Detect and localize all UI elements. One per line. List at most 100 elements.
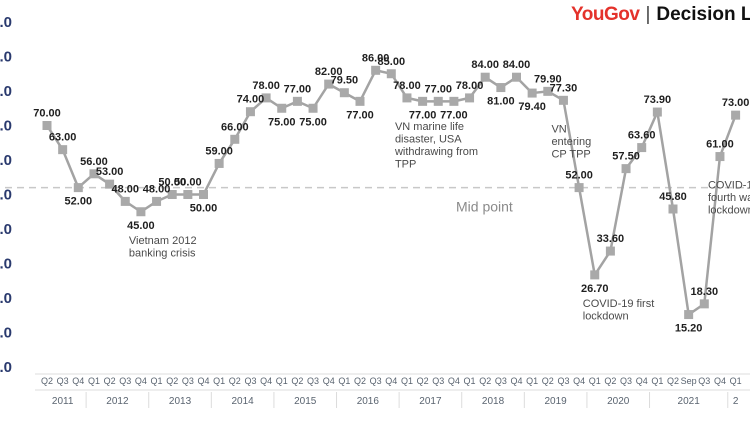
year-label: 2019 (545, 396, 568, 407)
product-name: Decision L (656, 4, 750, 25)
data-point (292, 96, 302, 106)
data-point (89, 169, 99, 179)
data-label: 79.40 (518, 101, 546, 113)
x-tick-label: Q3 (119, 376, 131, 386)
data-point (637, 143, 647, 153)
data-point (402, 93, 412, 103)
y-tick-label: .0 (0, 359, 12, 376)
annotation-text: CP TPP (551, 148, 590, 160)
data-label: 66.00 (221, 121, 249, 133)
data-point (120, 196, 130, 206)
x-tick-label: Q3 (370, 376, 382, 386)
data-label: 63.60 (628, 130, 656, 142)
data-point (715, 152, 725, 162)
data-point (152, 196, 162, 206)
data-point (136, 207, 146, 217)
data-point (527, 88, 537, 98)
x-tick-label: Q3 (57, 376, 69, 386)
y-tick-label: 0.0 (0, 187, 12, 204)
x-tick-label: Q2 (166, 376, 178, 386)
data-point (496, 83, 506, 93)
data-label: 74.00 (237, 94, 265, 106)
x-tick-label: Sep (681, 376, 697, 386)
data-label: 53.00 (96, 166, 124, 178)
x-tick-label: Q1 (88, 376, 100, 386)
data-point (167, 190, 177, 199)
x-tick-label: Q2 (229, 376, 241, 386)
data-point (277, 103, 287, 113)
data-point (418, 96, 428, 106)
data-label: 33.60 (597, 233, 625, 245)
x-tick-label: Q3 (307, 376, 319, 386)
x-tick-label: Q3 (244, 376, 256, 386)
annotation-text: disaster, USA (395, 133, 462, 145)
brand-header: YouGov | Decision L (571, 4, 750, 26)
y-tick-label: .0 (0, 152, 12, 169)
data-label: 61.00 (706, 139, 734, 151)
year-label: 2016 (357, 396, 380, 407)
data-label: 52.00 (65, 196, 93, 208)
data-point (386, 69, 396, 79)
data-label: 15.20 (675, 323, 703, 335)
year-label: 2012 (106, 396, 129, 407)
data-point (324, 79, 334, 89)
x-tick-label: Q3 (698, 376, 710, 386)
x-tick-label: Q4 (135, 376, 147, 386)
x-tick-label: Q4 (714, 376, 726, 386)
x-tick-label: Q1 (730, 376, 742, 386)
data-point (558, 95, 568, 105)
data-point (339, 88, 349, 98)
annotation-text: lockdown (583, 310, 629, 322)
year-label: 2013 (169, 396, 192, 407)
annotation-text: fourth wave (708, 192, 750, 204)
data-label: 48.00 (143, 183, 171, 195)
x-tick-label: Q4 (260, 376, 272, 386)
data-point (261, 93, 271, 103)
data-point (199, 190, 208, 199)
data-point (355, 96, 365, 106)
data-label: 75.00 (299, 116, 327, 128)
y-tick-label: 0.0 (0, 118, 12, 135)
y-tick-label: .0 (0, 290, 12, 307)
year-label: 2017 (419, 396, 442, 407)
data-label: 82.00 (315, 66, 343, 78)
year-label: 2021 (678, 396, 701, 407)
y-tick-label: 0.0 (0, 49, 12, 66)
x-tick-label: Q3 (432, 376, 444, 386)
x-tick-label: Q1 (651, 376, 663, 386)
x-tick-label: Q1 (589, 376, 601, 386)
data-label: 78.00 (252, 80, 280, 92)
year-label: 2015 (294, 396, 317, 407)
x-tick-label: Q4 (385, 376, 397, 386)
y-tick-label: 0.0 (0, 256, 12, 273)
data-label: 77.00 (440, 109, 468, 121)
x-tick-label: Q4 (510, 376, 522, 386)
year-label: 2011 (52, 396, 74, 407)
x-tick-label: Q3 (620, 376, 632, 386)
annotation-text: VN (551, 123, 566, 135)
data-label: 52.00 (565, 170, 593, 182)
data-label: 73.90 (644, 94, 672, 106)
x-tick-label: Q4 (197, 376, 209, 386)
x-tick-label: Q2 (104, 376, 116, 386)
data-point (605, 246, 615, 256)
yougov-logo: YouGov (571, 4, 640, 25)
data-label: 77.00 (284, 83, 312, 95)
data-label: 50.00 (174, 177, 202, 189)
data-point (668, 204, 678, 214)
data-label: 84.00 (471, 59, 499, 71)
year-label: 2 (733, 396, 739, 407)
data-point (58, 145, 68, 155)
data-label: 77.00 (346, 109, 374, 121)
data-point (449, 96, 459, 106)
data-point (230, 134, 240, 144)
data-point (543, 86, 553, 96)
data-label: 50.00 (158, 177, 186, 189)
x-tick-label: Q1 (401, 376, 413, 386)
x-tick-label: Q2 (479, 376, 491, 386)
year-label: 2020 (607, 396, 630, 407)
x-tick-label: Q2 (542, 376, 554, 386)
data-point (183, 190, 193, 199)
data-point (731, 110, 741, 120)
